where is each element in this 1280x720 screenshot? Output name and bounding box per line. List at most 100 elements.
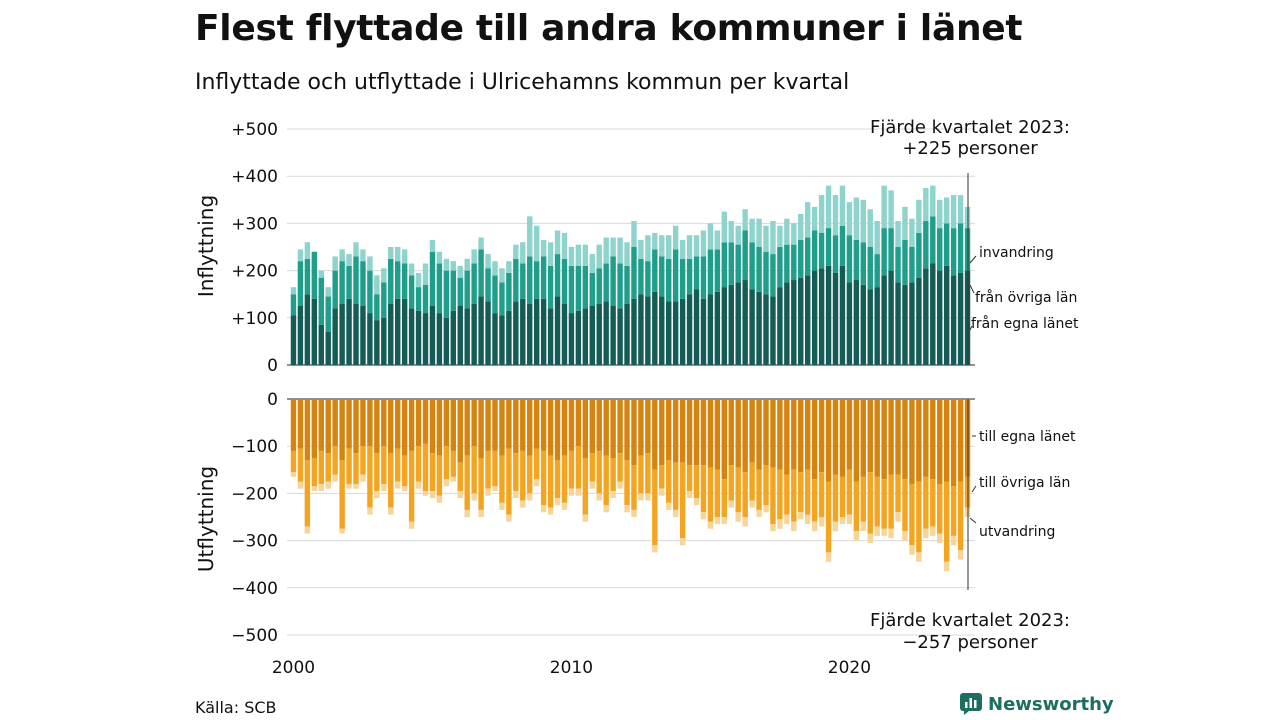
bar-outflow-emigration bbox=[520, 500, 526, 508]
bar-inflow-immigration bbox=[679, 239, 686, 259]
bar-outflow-other-counties bbox=[540, 450, 547, 506]
bar-outflow-other-counties bbox=[527, 455, 533, 494]
bar-outflow-emigration bbox=[360, 474, 366, 482]
bar-inflow-immigration bbox=[290, 287, 297, 295]
bar-outflow-emigration bbox=[617, 481, 623, 489]
bar-inflow-immigration bbox=[909, 218, 915, 247]
chart-title: Flest flyttade till andra kommuner i län… bbox=[195, 8, 1023, 49]
bar-outflow-own-county bbox=[784, 399, 790, 475]
bar-outflow-own-county bbox=[381, 399, 387, 447]
bar-outflow-own-county bbox=[659, 399, 665, 466]
bar-outflow-other-counties bbox=[492, 450, 498, 487]
bar-inflow-immigration bbox=[464, 258, 470, 271]
bar-outflow-other-counties bbox=[554, 460, 561, 499]
series-label-utvandring: utvandring bbox=[979, 524, 1055, 540]
bar-outflow-emigration bbox=[881, 528, 887, 536]
bar-outflow-other-counties bbox=[749, 462, 755, 501]
bar-outflow-emigration bbox=[499, 502, 505, 510]
bar-inflow-other-counties bbox=[874, 254, 880, 288]
inflow-annotation-line2: +225 personer bbox=[902, 138, 1038, 159]
bar-outflow-emigration bbox=[394, 481, 401, 489]
bar-outflow-emigration bbox=[610, 491, 616, 499]
bar-inflow-own-county bbox=[839, 265, 846, 365]
bar-inflow-other-counties bbox=[554, 254, 561, 297]
bar-outflow-own-county bbox=[415, 399, 422, 447]
bar-outflow-other-counties bbox=[902, 479, 908, 532]
bar-inflow-own-county bbox=[575, 310, 582, 365]
bar-outflow-emigration bbox=[672, 509, 679, 517]
bar-inflow-own-county bbox=[415, 310, 422, 365]
bar-outflow-other-counties bbox=[714, 469, 721, 517]
bar-inflow-other-counties bbox=[943, 223, 950, 266]
bar-outflow-other-counties bbox=[652, 469, 658, 546]
brand-name: Newsworthy bbox=[988, 693, 1114, 715]
bar-inflow-own-county bbox=[742, 280, 748, 365]
bar-inflow-own-county bbox=[832, 272, 839, 365]
bar-inflow-immigration bbox=[353, 242, 359, 257]
bar-inflow-other-counties bbox=[916, 232, 922, 278]
bar-outflow-emigration bbox=[547, 507, 554, 515]
bar-inflow-other-counties bbox=[596, 268, 602, 304]
bar-inflow-other-counties bbox=[784, 244, 790, 283]
bar-outflow-own-county bbox=[645, 399, 651, 454]
bar-outflow-emigration bbox=[478, 509, 484, 517]
bar-outflow-emigration bbox=[860, 521, 867, 532]
bar-inflow-own-county bbox=[860, 284, 867, 365]
bar-inflow-immigration bbox=[825, 185, 832, 229]
bar-outflow-own-county bbox=[575, 399, 582, 447]
bar-inflow-immigration bbox=[957, 195, 964, 224]
bar-inflow-other-counties bbox=[672, 249, 679, 302]
bar-outflow-emigration bbox=[777, 519, 783, 529]
bar-outflow-other-counties bbox=[325, 453, 331, 482]
bar-outflow-own-county bbox=[804, 399, 811, 470]
bar-inflow-immigration bbox=[770, 221, 776, 255]
bar-inflow-own-county bbox=[318, 324, 324, 365]
bar-outflow-own-county bbox=[339, 399, 345, 461]
bar-outflow-own-county bbox=[770, 399, 776, 468]
bar-outflow-own-county bbox=[603, 399, 609, 456]
bar-inflow-immigration bbox=[916, 199, 922, 233]
bar-inflow-own-county bbox=[763, 294, 769, 365]
bar-outflow-other-counties bbox=[957, 481, 964, 551]
bar-outflow-own-county bbox=[937, 399, 943, 484]
bar-outflow-emigration bbox=[867, 533, 873, 543]
annotations: Fjärde kvartalet 2023: +225 personer Fjä… bbox=[870, 117, 1079, 653]
bar-inflow-own-county bbox=[610, 306, 616, 365]
bar-inflow-immigration bbox=[492, 261, 498, 276]
bar-outflow-other-counties bbox=[568, 450, 575, 489]
bar-inflow-immigration bbox=[401, 249, 408, 264]
bar-outflow-other-counties bbox=[853, 481, 860, 532]
bar-inflow-own-county bbox=[540, 298, 547, 365]
bar-inflow-other-counties bbox=[443, 270, 450, 318]
bar-inflow-own-county bbox=[582, 308, 589, 365]
bar-inflow-own-county bbox=[527, 303, 533, 365]
bar-outflow-other-counties bbox=[860, 476, 867, 522]
bar-inflow-own-county bbox=[520, 298, 526, 365]
bar-outflow-own-county bbox=[672, 399, 679, 463]
bar-outflow-other-counties bbox=[464, 455, 470, 510]
bar-inflow-own-county bbox=[770, 296, 776, 365]
bar-outflow-own-county bbox=[888, 399, 894, 475]
bar-inflow-own-county bbox=[561, 303, 568, 365]
bar-outflow-emigration bbox=[735, 512, 741, 522]
bar-outflow-emigration bbox=[839, 517, 846, 525]
bar-inflow-other-counties bbox=[540, 256, 547, 299]
bar-outflow-own-county bbox=[686, 399, 693, 466]
bar-inflow-other-counties bbox=[610, 256, 616, 306]
bar-outflow-other-counties bbox=[895, 474, 901, 513]
bar-outflow-other-counties bbox=[888, 474, 894, 529]
bar-outflow-other-counties bbox=[742, 472, 748, 517]
bar-inflow-own-county bbox=[381, 317, 387, 365]
bar-outflow-emigration bbox=[388, 507, 394, 515]
bar-outflow-emigration bbox=[353, 483, 359, 489]
bar-outflow-emigration bbox=[930, 526, 936, 536]
series-label-invandring: invandring bbox=[979, 245, 1054, 261]
bar-outflow-emigration bbox=[533, 479, 540, 487]
bar-inflow-other-counties bbox=[492, 275, 498, 314]
bar-inflow-other-counties bbox=[763, 251, 769, 295]
bar-outflow-own-county bbox=[867, 399, 873, 473]
bar-outflow-other-counties bbox=[311, 458, 318, 487]
bar-outflow-other-counties bbox=[867, 472, 873, 534]
bar-outflow-emigration bbox=[902, 531, 908, 541]
